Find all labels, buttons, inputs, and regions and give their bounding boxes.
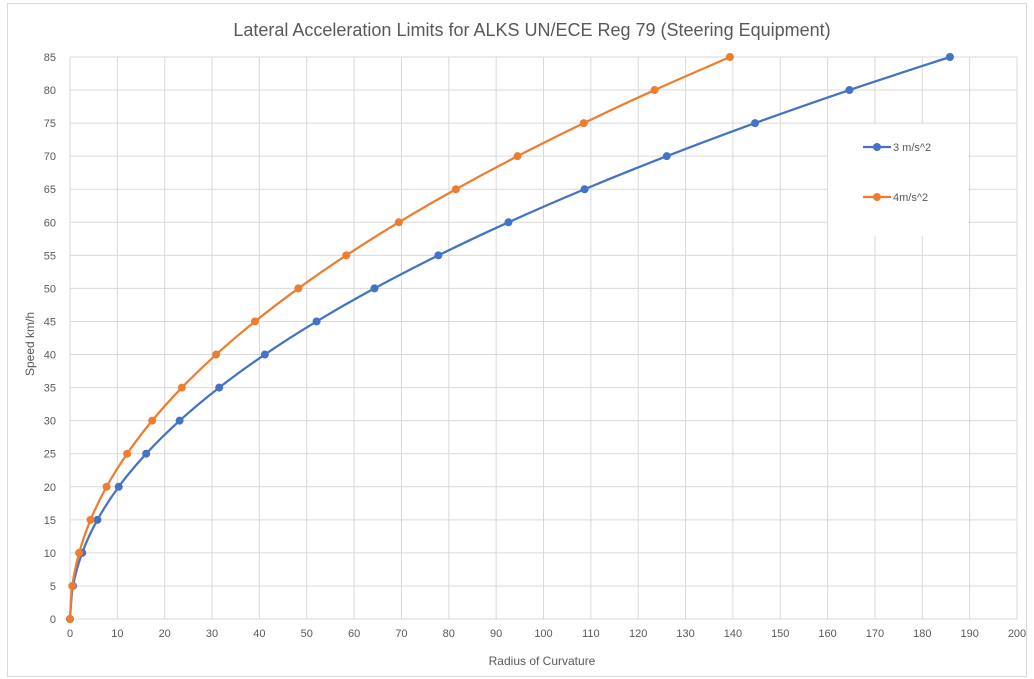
scatter-chart: Lateral Acceleration Limits for ALKS UN/… [23, 20, 1026, 668]
series-1-point [177, 383, 186, 392]
series-1-point [123, 449, 132, 458]
series-1-point [148, 416, 157, 425]
legend-marker-1 [873, 193, 881, 201]
y-axis-label: Speed km/h [23, 312, 37, 376]
legend-box [828, 124, 968, 236]
series-1-point [513, 152, 522, 161]
series-1-point [342, 251, 351, 260]
series-0-point [114, 482, 123, 491]
y-tick-label: 80 [44, 85, 56, 97]
x-tick-label: 130 [676, 628, 694, 640]
x-tick-label: 150 [771, 628, 789, 640]
y-tick-label: 55 [44, 250, 56, 262]
series-0-point [580, 185, 589, 194]
series-0-point [312, 317, 321, 326]
x-tick-label: 90 [490, 628, 502, 640]
x-tick-label: 180 [913, 628, 931, 640]
series-1-point [68, 581, 77, 590]
series-0-point [434, 251, 443, 260]
series-1-point [650, 86, 659, 95]
series-line-1 [68, 55, 731, 620]
series-1-point [66, 615, 74, 623]
series-0-point [945, 53, 954, 61]
series-1-point [250, 317, 259, 326]
x-tick-label: 60 [348, 628, 360, 640]
y-tick-label: 40 [44, 350, 56, 362]
series-0-point [260, 350, 269, 359]
legend-marker-0 [873, 143, 881, 151]
y-tick-label: 5 [50, 581, 56, 593]
y-tick-label: 0 [50, 614, 56, 626]
x-tick-label: 0 [67, 628, 73, 640]
series-0-point [504, 218, 513, 227]
x-tick-label: 160 [818, 628, 836, 640]
y-tick-label: 70 [44, 151, 56, 163]
y-tick-label: 15 [44, 515, 56, 527]
series-0-point [751, 119, 760, 128]
series-line-0 [68, 55, 951, 620]
series-1-point [579, 119, 588, 128]
legend-label-0: 3 m/s^2 [893, 142, 931, 154]
x-tick-label: 170 [866, 628, 884, 640]
series-1-point [294, 284, 303, 293]
series-1-point [212, 350, 221, 359]
series-0-point [175, 416, 184, 425]
series-1-point [394, 218, 403, 227]
y-tick-label: 60 [44, 217, 56, 229]
y-tick-label: 50 [44, 283, 56, 295]
x-tick-label: 200 [1008, 628, 1026, 640]
grid-lines [69, 56, 1018, 620]
series-1-point [75, 548, 84, 557]
y-tick-label: 75 [44, 118, 56, 130]
series-0-point [215, 383, 224, 392]
series-1-point [102, 482, 111, 491]
x-tick-label: 20 [159, 628, 171, 640]
series-1-point [86, 515, 95, 524]
x-tick-label: 190 [960, 628, 978, 640]
legend: 3 m/s^2 4m/s^2 [828, 124, 968, 236]
series-0-point [845, 86, 854, 95]
y-tick-label: 35 [44, 383, 56, 395]
series-0-point [93, 515, 102, 524]
x-tick-label: 30 [206, 628, 218, 640]
y-tick-label: 65 [44, 184, 56, 196]
y-tick-label: 85 [44, 52, 56, 64]
series-0-point [142, 449, 151, 458]
tick-labels: 0 10 20 30 40 50 60 70 80 90 100 110 120 130 140 150 160… [44, 52, 1026, 640]
x-tick-label: 70 [395, 628, 407, 640]
x-tick-label: 120 [629, 628, 647, 640]
y-tick-label: 30 [44, 416, 56, 428]
x-tick-label: 40 [253, 628, 265, 640]
chart-title: Lateral Acceleration Limits for ALKS UN/… [233, 20, 830, 40]
x-tick-label: 110 [582, 628, 600, 640]
y-tick-label: 10 [44, 548, 56, 560]
series-0-point [662, 152, 671, 161]
y-tick-label: 25 [44, 449, 56, 461]
series-1-point [725, 53, 734, 61]
x-tick-label: 80 [443, 628, 455, 640]
y-tick-label: 20 [44, 482, 56, 494]
x-tick-label: 50 [301, 628, 313, 640]
series-1-point [451, 185, 460, 194]
x-tick-label: 140 [724, 628, 742, 640]
x-axis-label: Radius of Curvature [489, 654, 596, 668]
x-tick-label: 10 [111, 628, 123, 640]
chart-area: Lateral Acceleration Limits for ALKS UN/… [7, 3, 1027, 677]
legend-label-1: 4m/s^2 [893, 192, 928, 204]
series-0-point [370, 284, 379, 293]
y-tick-label: 45 [44, 316, 56, 328]
series-layer [66, 53, 954, 623]
x-tick-label: 100 [534, 628, 552, 640]
